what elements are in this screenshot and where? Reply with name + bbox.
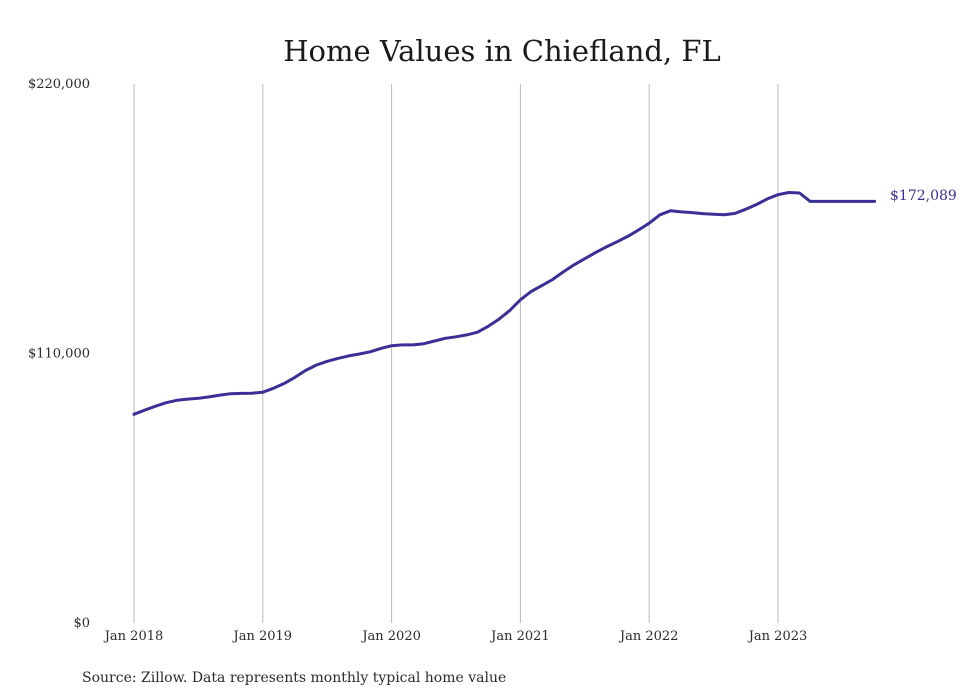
x-tick-label: Jan 2023	[747, 629, 808, 644]
series-line	[132, 191, 877, 416]
x-axis-ticks: Jan 2018 Jan 2019 Jan 2020 Jan 2021 Jan 2022…	[103, 629, 808, 644]
chart-title: Home Values in Chiefland, FL	[283, 34, 721, 68]
x-tick-label: Jan 2022	[618, 629, 679, 644]
y-tick-label: $110,000	[28, 347, 90, 362]
y-axis-ticks: $0 $110,000 $220,000	[28, 77, 90, 631]
x-tick-label: Jan 2018	[103, 629, 164, 644]
x-tick-label: Jan 2021	[489, 629, 550, 644]
end-value-label: $172,089	[890, 188, 957, 204]
x-tick-label: Jan 2019	[232, 629, 293, 644]
y-tick-label: $220,000	[28, 77, 90, 92]
x-tick-label: Jan 2020	[360, 629, 421, 644]
gridlines	[133, 84, 779, 623]
source-note: Source: Zillow. Data represents monthly …	[82, 670, 506, 686]
y-tick-label: $0	[73, 616, 90, 631]
